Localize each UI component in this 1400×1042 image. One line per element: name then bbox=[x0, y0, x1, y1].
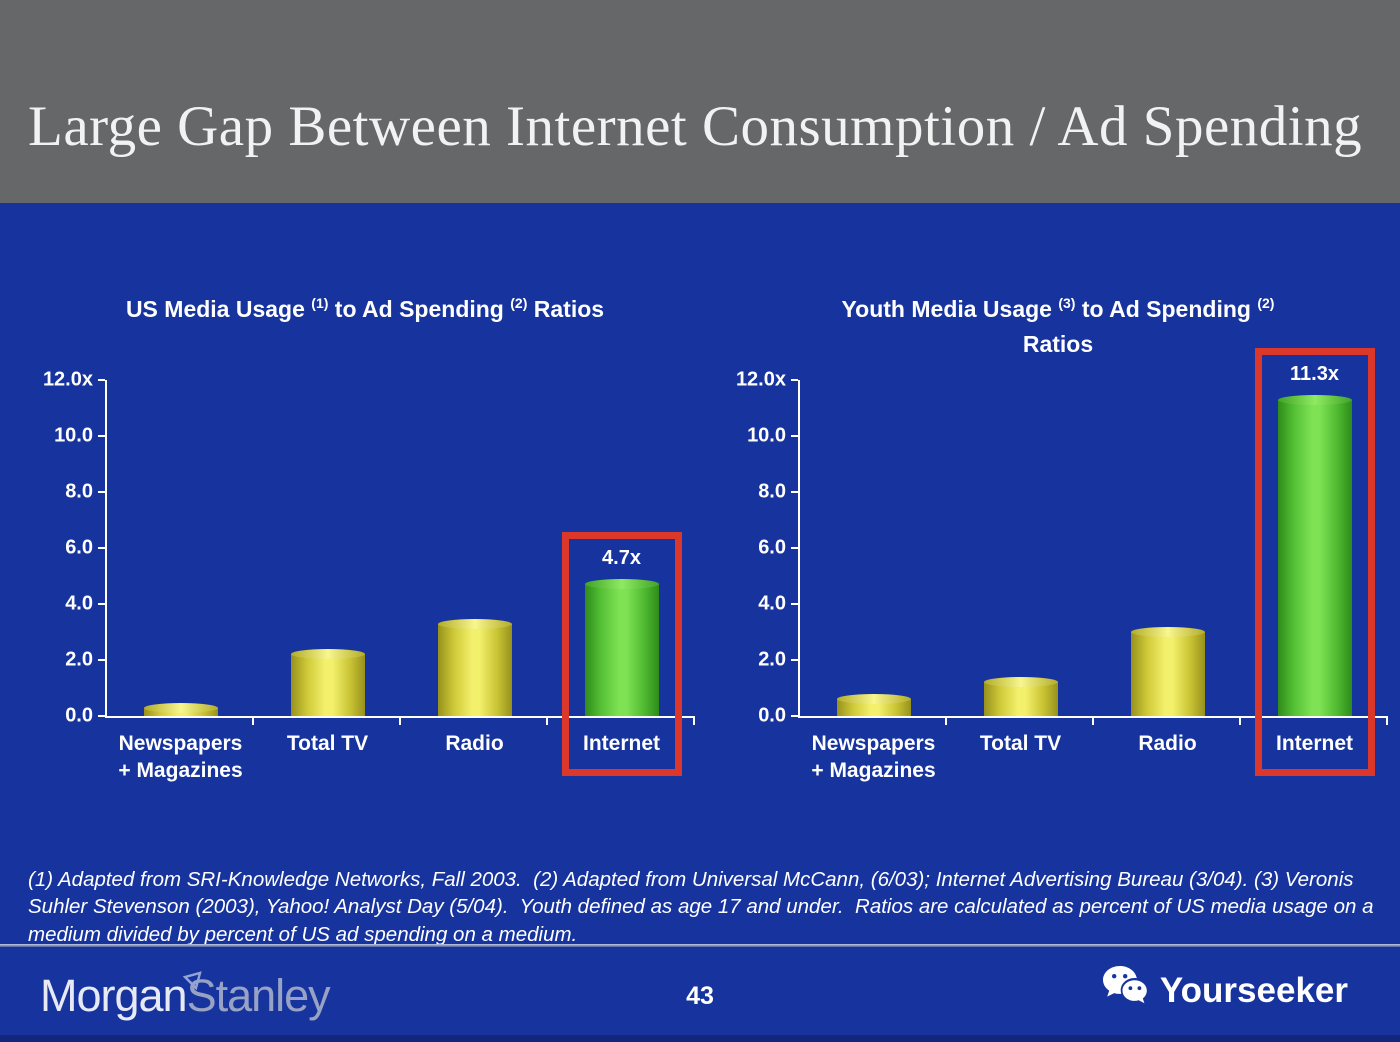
y-axis-label: 12.0x bbox=[42, 368, 93, 391]
category-label-newspapers: Newspapers + Magazines bbox=[118, 732, 243, 783]
x-axis-tick bbox=[252, 718, 254, 725]
x-axis-tick bbox=[1239, 718, 1241, 725]
title-text: to Ad Spending bbox=[328, 296, 511, 322]
y-axis-tick bbox=[791, 603, 798, 605]
y-axis-tick bbox=[791, 379, 798, 381]
x-axis-tick bbox=[945, 718, 947, 725]
y-axis-tick bbox=[98, 435, 105, 437]
y-axis-label: 8.0 bbox=[65, 480, 93, 503]
y-axis-label: 0.0 bbox=[65, 704, 93, 727]
y-axis-label: 6.0 bbox=[758, 536, 786, 559]
category-label-radio: Radio bbox=[1138, 732, 1197, 755]
y-axis-label: 10.0 bbox=[54, 424, 93, 447]
title-text: Ratios bbox=[1022, 330, 1094, 357]
title-superscript: (3) bbox=[1058, 295, 1076, 311]
y-axis-tick bbox=[98, 603, 105, 605]
y-axis-label: 2.0 bbox=[758, 648, 786, 671]
category-label-total-tv: Total TV bbox=[286, 732, 369, 755]
category-label-internet: Internet bbox=[582, 732, 660, 755]
bar-value-label: 4.7x bbox=[602, 547, 641, 570]
slide-header: Large Gap Between Internet Consumption /… bbox=[0, 0, 1400, 203]
y-axis-label: 2.0 bbox=[65, 648, 93, 671]
chart-us-media-usage: US Media Usage (1) to Ad Spending (2) Ra… bbox=[35, 268, 695, 813]
watermark: Yourseeker bbox=[1100, 964, 1348, 1017]
y-axis-label: 4.0 bbox=[65, 592, 93, 615]
watermark-label: Yourseeker bbox=[1159, 970, 1348, 1010]
footnote: (1) Adapted from SRI-Knowledge Networks,… bbox=[28, 868, 1380, 946]
x-axis-category-labels: Newspapers + Magazines Total TV Radio Inter… bbox=[800, 730, 1388, 785]
highlight-box bbox=[561, 532, 682, 776]
y-axis-tick bbox=[98, 491, 105, 493]
bar-total-tv bbox=[983, 677, 1058, 716]
y-axis-label: 0.0 bbox=[758, 704, 786, 727]
y-axis-label: 6.0 bbox=[65, 536, 93, 559]
chart-youth-media-usage: Youth Media Usage (3) to Ad Spending (2)… bbox=[728, 268, 1388, 813]
x-axis-tick bbox=[1092, 718, 1094, 725]
plot-wrap: 12.0x 10.0 8.0 6.0 4.0 2.0 0.0 Newspapers + Ma… bbox=[35, 369, 695, 782]
y-axis-tick bbox=[98, 379, 105, 381]
x-axis-tick bbox=[546, 718, 548, 725]
plot-area: Newspapers + Magazines Total TV Radio Inter… bbox=[791, 347, 1388, 782]
plot-wrap: 12.0x 10.0 8.0 6.0 4.0 2.0 0.0 Newspapers + Ma… bbox=[728, 347, 1388, 782]
chart-title: Youth Media Usage (3) to Ad Spending (2)… bbox=[728, 268, 1388, 361]
x-axis-tick bbox=[693, 718, 695, 725]
y-axis-label: 12.0x bbox=[735, 368, 786, 391]
brand-morgan: Morgan bbox=[40, 970, 188, 1021]
title-superscript: (2) bbox=[1257, 295, 1275, 311]
x-axis-tick bbox=[399, 718, 401, 725]
category-label-radio: Radio bbox=[445, 732, 504, 755]
x-axis-tick bbox=[1386, 718, 1388, 725]
title-superscript: (1) bbox=[311, 295, 329, 311]
slide-title: Large Gap Between Internet Consumption /… bbox=[28, 95, 1363, 158]
y-axis-tick bbox=[791, 659, 798, 661]
bar-internet bbox=[1277, 394, 1352, 716]
title-text: Ratios bbox=[527, 296, 605, 322]
category-label-newspapers: Newspapers + Magazines bbox=[811, 732, 936, 783]
morgan-stanley-logo: Morgan Stanley bbox=[40, 970, 331, 1022]
bar-total-tv bbox=[290, 649, 365, 716]
wechat-icon bbox=[1100, 964, 1152, 1017]
y-axis-tick bbox=[791, 715, 798, 717]
y-axis-tick bbox=[98, 547, 105, 549]
y-axis-label: 4.0 bbox=[758, 592, 786, 615]
y-axis-tick bbox=[791, 435, 798, 437]
highlight-box bbox=[1254, 347, 1375, 776]
title-text: US Media Usage bbox=[125, 296, 312, 322]
y-axis-tick bbox=[791, 547, 798, 549]
plot-area: Newspapers + Magazines Total TV Radio Inter… bbox=[98, 379, 695, 782]
footer-separator-line bbox=[0, 944, 1400, 947]
y-axis-tick bbox=[98, 659, 105, 661]
title-text: to Ad Spending bbox=[1075, 296, 1258, 322]
y-axis-label: 10.0 bbox=[747, 424, 786, 447]
y-axis: 12.0x 10.0 8.0 6.0 4.0 2.0 0.0 bbox=[728, 369, 798, 727]
y-axis-tick bbox=[98, 715, 105, 717]
page-number: 43 bbox=[686, 982, 714, 1010]
title-superscript: (2) bbox=[510, 295, 528, 311]
bar-value-label: 11.3x bbox=[1290, 362, 1339, 385]
bar-radio bbox=[437, 618, 512, 716]
bar-internet bbox=[584, 579, 659, 716]
chart-title: US Media Usage (1) to Ad Spending (2) Ra… bbox=[35, 268, 695, 327]
brand-stanley: Stanley bbox=[186, 970, 331, 1021]
bar-newspapers bbox=[836, 694, 911, 716]
category-label-total-tv: Total TV bbox=[979, 732, 1062, 755]
x-axis-category-labels: Newspapers + Magazines Total TV Radio Inter… bbox=[107, 730, 695, 785]
title-text: Youth Media Usage bbox=[841, 296, 1059, 322]
y-axis-label: 8.0 bbox=[758, 480, 786, 503]
bottom-strip bbox=[0, 1035, 1400, 1042]
y-axis-tick bbox=[791, 491, 798, 493]
bar-newspapers bbox=[143, 702, 218, 716]
category-label-internet: Internet bbox=[1275, 732, 1353, 755]
y-axis: 12.0x 10.0 8.0 6.0 4.0 2.0 0.0 bbox=[35, 369, 105, 727]
bar-radio bbox=[1130, 627, 1205, 716]
